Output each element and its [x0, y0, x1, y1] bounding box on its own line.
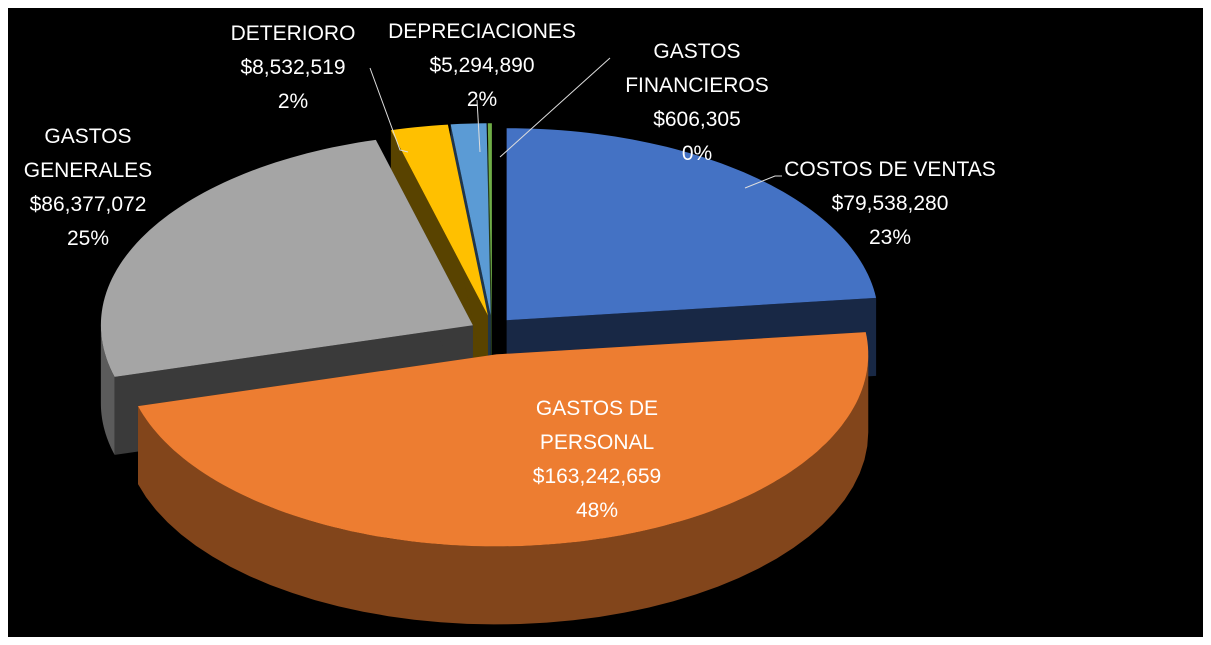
label-percent: 25% — [66, 227, 110, 250]
slice — [100, 139, 473, 377]
data-label: DETERIORO $8,532,519 2% — [213, 17, 373, 119]
slice-side — [100, 325, 115, 455]
label-value: $5,294,890 — [429, 54, 535, 77]
slice-side — [137, 354, 869, 625]
slice — [487, 123, 492, 316]
label-percent: 2% — [466, 88, 498, 111]
data-label: GASTOS DE PERSONAL $163,242,659 48% — [512, 392, 682, 528]
label-name: GASTOS FINANCIEROS — [625, 40, 769, 97]
leader-line — [744, 175, 782, 189]
label-percent: 0% — [681, 142, 713, 165]
label-name: GASTOS DE PERSONAL — [535, 397, 659, 454]
leader-line — [476, 99, 481, 153]
slice — [450, 123, 491, 316]
leader-line — [369, 67, 409, 153]
data-label: COSTOS DE VENTAS $79,538,280 23% — [770, 153, 1010, 255]
leader-line — [499, 57, 611, 158]
label-name: GASTOS GENERALES — [23, 125, 153, 182]
label-value: $79,538,280 — [831, 192, 949, 215]
label-value: $86,377,072 — [29, 193, 147, 216]
label-value: $606,305 — [653, 108, 741, 131]
slice — [390, 124, 488, 316]
label-value: $8,532,519 — [240, 56, 346, 79]
data-label: DEPRECIACIONES $5,294,890 2% — [370, 15, 594, 117]
data-label: GASTOS FINANCIEROS $606,305 0% — [617, 35, 777, 171]
label-percent: 2% — [277, 90, 309, 113]
label-name: COSTOS DE VENTAS — [784, 158, 996, 181]
slice — [137, 332, 869, 547]
data-label: GASTOS GENERALES $86,377,072 25% — [8, 120, 168, 256]
label-percent: 23% — [868, 226, 912, 249]
slice-wall — [487, 123, 492, 394]
label-name: DEPRECIACIONES — [388, 20, 576, 43]
label-name: DETERIORO — [230, 22, 356, 45]
slice — [506, 128, 877, 321]
label-value: $163,242,659 — [532, 465, 662, 488]
label-percent: 48% — [575, 499, 619, 522]
